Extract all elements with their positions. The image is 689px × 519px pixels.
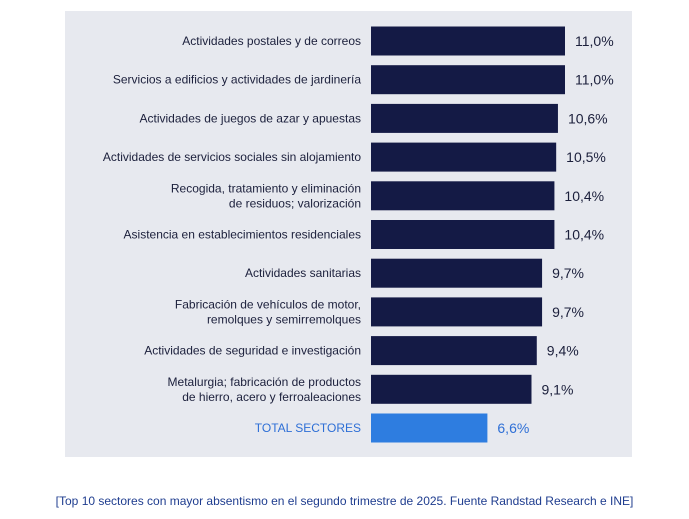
category-label-5: Asistencia en establecimientos residenci… [124,228,361,242]
bar-7 [371,297,543,327]
bar-6 [371,258,543,288]
category-label-9: Metalurgia; fabricación de productos de h… [168,375,361,404]
bar-8 [371,336,537,366]
value-label-6: 9,7% [552,265,584,281]
bar-9 [371,374,532,404]
bar-chart: Actividades postales y de correos 11,0% Se… [103,26,614,443]
category-label-total: TOTAL SECTORES [255,421,361,435]
category-label-8: Actividades de seguridad e investigación [144,344,361,358]
category-label-3: Actividades de servicios sociales sin al… [103,150,361,164]
value-label-3: 10,5% [566,149,606,165]
value-label-9: 9,1% [541,381,573,397]
bar-total [371,413,488,443]
value-label-4: 10,4% [564,188,604,204]
bar-1 [371,65,565,95]
value-label-8: 9,4% [547,343,579,359]
category-label-4: Recogida, tratamiento y eliminación de re… [171,181,361,210]
value-label-1: 11,0% [575,72,614,88]
value-label-5: 10,4% [564,227,604,243]
figure-caption: [Top 10 sectores con mayor absentismo en… [55,494,634,508]
bar-4 [371,181,555,211]
bar-2 [371,103,558,133]
category-label-0: Actividades postales y de correos [182,34,361,48]
category-label-7: Fabricación de vehículos de motor, remolq… [175,297,361,326]
category-label-6: Actividades sanitarias [245,266,361,280]
value-label-2: 10,6% [568,110,608,126]
value-label-total: 6,6% [497,420,529,436]
bar-0 [371,26,565,56]
category-label-2: Actividades de juegos de azar y apuestas [140,111,361,125]
bar-3 [371,142,557,172]
chart-panel: Actividades postales y de correos 11,0% Se… [65,11,632,457]
category-label-1: Servicios a edificios y actividades de j… [113,73,361,87]
value-label-7: 9,7% [552,304,584,320]
bar-5 [371,220,555,249]
value-label-0: 11,0% [575,33,614,49]
